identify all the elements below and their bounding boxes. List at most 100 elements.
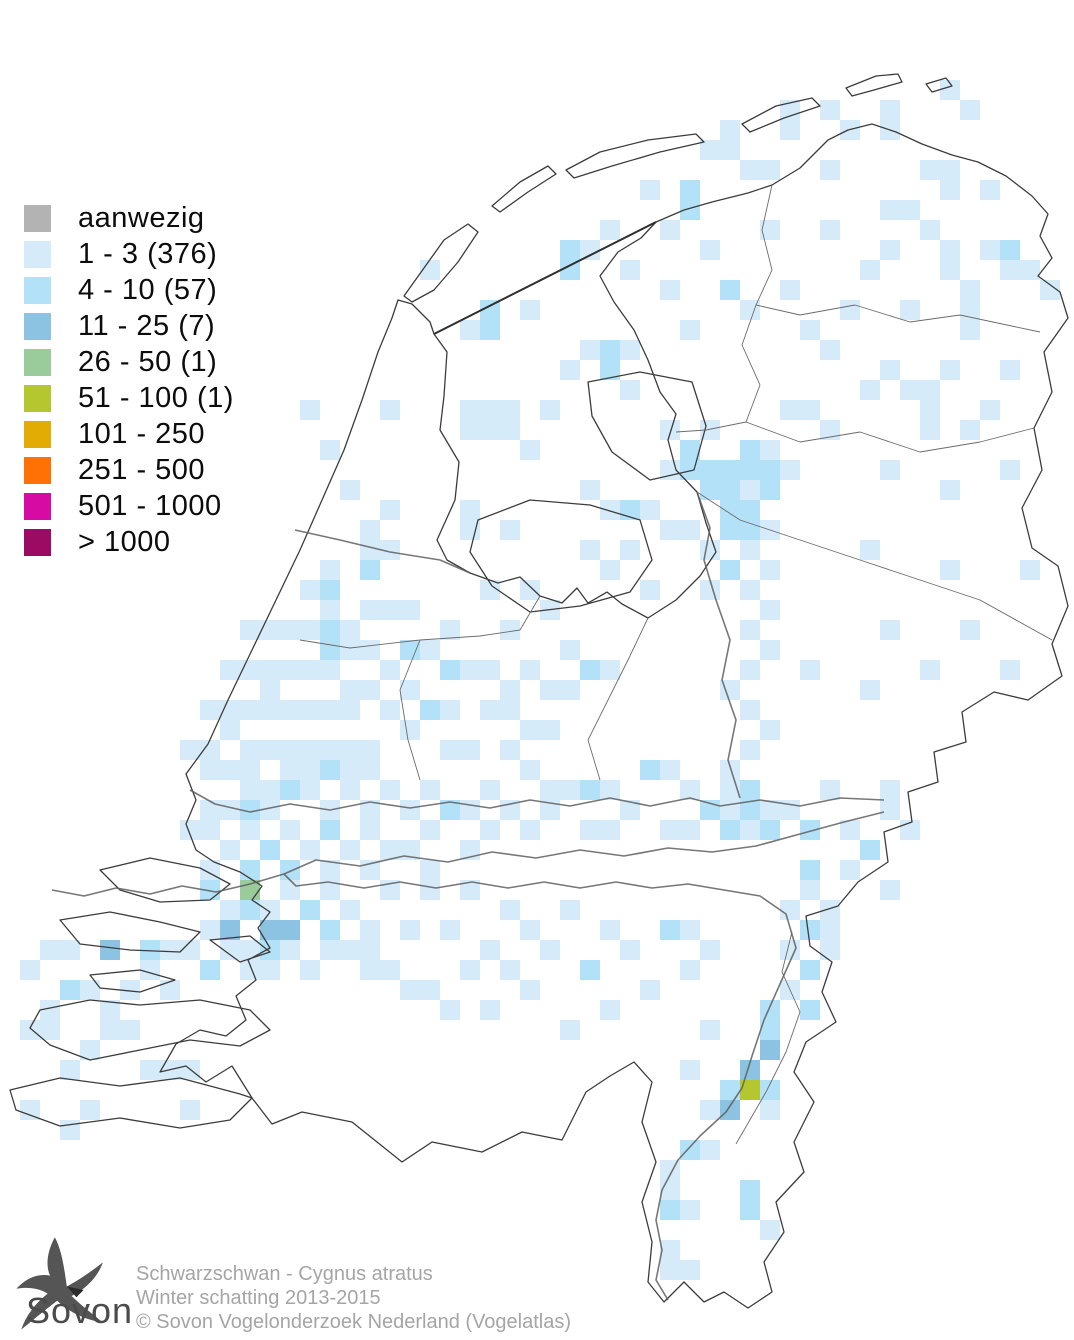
grid-cell bbox=[400, 640, 420, 660]
grid-cell bbox=[660, 280, 680, 300]
grid-cell bbox=[100, 1000, 120, 1020]
grid-cell bbox=[100, 940, 120, 960]
grid-cell bbox=[580, 820, 600, 840]
grid-cell bbox=[720, 560, 740, 580]
grid-cell bbox=[740, 1200, 760, 1220]
grid-cell bbox=[340, 680, 360, 700]
grid-cell bbox=[1000, 660, 1020, 680]
legend-swatch bbox=[24, 420, 51, 448]
grid-cell bbox=[120, 980, 140, 1000]
grid-cell bbox=[300, 780, 320, 800]
grid-cell bbox=[460, 660, 480, 680]
grid-cell bbox=[760, 220, 780, 240]
grid-cell bbox=[680, 520, 700, 540]
grid-cell bbox=[400, 600, 420, 620]
grid-cell bbox=[960, 320, 980, 340]
grid-cell bbox=[340, 760, 360, 780]
grid-cell bbox=[240, 660, 260, 680]
legend-row-1: 1 - 3 (376) bbox=[24, 236, 234, 272]
grid-cell bbox=[360, 520, 380, 540]
legend-swatch bbox=[24, 240, 51, 268]
grid-cell bbox=[580, 240, 600, 260]
grid-cell bbox=[600, 340, 620, 360]
grid-cell bbox=[620, 380, 640, 400]
grid-cell bbox=[1040, 280, 1060, 300]
legend-label: 101 - 250 bbox=[78, 417, 206, 450]
grid-cell bbox=[280, 660, 300, 680]
grid-cell bbox=[360, 540, 380, 560]
grid-cell bbox=[520, 920, 540, 940]
grid-cell bbox=[240, 900, 260, 920]
grid-cell bbox=[100, 1020, 120, 1040]
grid-cell bbox=[360, 960, 380, 980]
grid-cell bbox=[260, 620, 280, 640]
grid-cell bbox=[340, 620, 360, 640]
grid-cell bbox=[740, 500, 760, 520]
grid-cell bbox=[540, 680, 560, 700]
grid-cell bbox=[240, 820, 260, 840]
grid-cell bbox=[740, 1060, 760, 1080]
grid-cell bbox=[660, 1180, 680, 1200]
grid-cell bbox=[400, 980, 420, 1000]
copyright-line: © Sovon Vogelonderzoek Nederland (Vogela… bbox=[136, 1311, 572, 1333]
grid-cell bbox=[820, 160, 840, 180]
grid-cell bbox=[300, 840, 320, 860]
grid-cell bbox=[200, 880, 220, 900]
grid-cell bbox=[400, 800, 420, 820]
grid-cell bbox=[300, 960, 320, 980]
grid-cell bbox=[740, 1180, 760, 1200]
grid-cell bbox=[220, 660, 240, 680]
grid-cell bbox=[360, 600, 380, 620]
grid-cell bbox=[460, 960, 480, 980]
grid-cell bbox=[440, 800, 460, 820]
grid-cell bbox=[740, 440, 760, 460]
legend-label: 251 - 500 bbox=[78, 453, 206, 486]
grid-cell bbox=[400, 920, 420, 940]
grid-cell bbox=[320, 880, 340, 900]
grid-cell bbox=[600, 360, 620, 380]
grid-cell bbox=[140, 1060, 160, 1080]
grid-cell bbox=[240, 620, 260, 640]
grid-cell bbox=[480, 1000, 500, 1020]
grid-cell bbox=[420, 260, 440, 280]
grid-cell bbox=[760, 720, 780, 740]
grid-cell bbox=[740, 520, 760, 540]
grid-cell bbox=[300, 620, 320, 640]
grid-cell bbox=[780, 980, 800, 1000]
grid-cell bbox=[720, 480, 740, 500]
grid-cell bbox=[320, 580, 340, 600]
grid-cell bbox=[780, 120, 800, 140]
grid-cell bbox=[780, 800, 800, 820]
grid-cell bbox=[600, 660, 620, 680]
grid-cell bbox=[740, 780, 760, 800]
grid-cell bbox=[840, 120, 860, 140]
grid-cell bbox=[560, 680, 580, 700]
grid-cell bbox=[300, 700, 320, 720]
grid-cell bbox=[520, 980, 540, 1000]
grid-cell bbox=[900, 820, 920, 840]
grid-cell bbox=[920, 380, 940, 400]
grid-cell bbox=[320, 860, 340, 880]
grid-cell bbox=[1000, 260, 1020, 280]
grid-cell bbox=[320, 920, 340, 940]
grid-cell bbox=[660, 820, 680, 840]
grid-cell bbox=[700, 540, 720, 560]
grid-cell bbox=[340, 700, 360, 720]
grid-cell bbox=[640, 980, 660, 1000]
grid-cell bbox=[680, 460, 700, 480]
grid-cell bbox=[240, 800, 260, 820]
grid-cell bbox=[420, 980, 440, 1000]
grid-cell bbox=[760, 460, 780, 480]
legend-swatch bbox=[24, 348, 51, 376]
grid-cell bbox=[240, 780, 260, 800]
legend-row-4: 26 - 50 (1) bbox=[24, 344, 234, 380]
grid-cell bbox=[240, 760, 260, 780]
grid-cell bbox=[560, 240, 580, 260]
grid-cell bbox=[140, 940, 160, 960]
legend-label: aanwezig bbox=[78, 201, 205, 234]
grid-cell bbox=[320, 800, 340, 820]
grid-cell bbox=[860, 680, 880, 700]
legend-label: 4 - 10 (57) bbox=[78, 273, 218, 306]
grid-cell bbox=[760, 1020, 780, 1040]
